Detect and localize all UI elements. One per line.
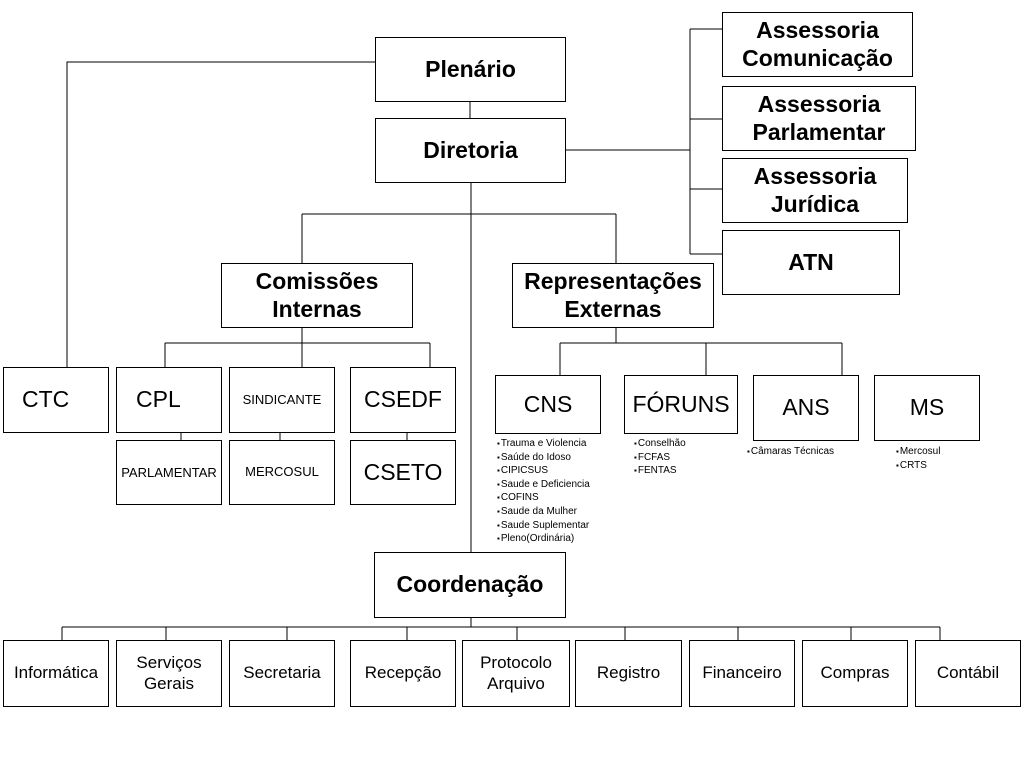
ms-item: Mercosul — [896, 445, 941, 459]
diretoria-box: Diretoria — [375, 118, 566, 183]
ans-item: Câmaras Técnicas — [747, 445, 834, 459]
foruns-item: Conselhão — [634, 437, 686, 451]
coordenacao-box: Coordenação — [374, 552, 566, 618]
sindicante-box: SINDICANTE — [229, 367, 335, 433]
cns-item: Pleno(Ordinária) — [497, 532, 590, 546]
ms-list: Mercosul CRTS — [896, 445, 941, 473]
mercosul-box: MERCOSUL — [229, 440, 335, 505]
foruns-box: FÓRUNS — [624, 375, 738, 434]
unit-financeiro-box: Financeiro — [689, 640, 795, 707]
atn-box: ATN — [722, 230, 900, 295]
unit-contabil-box: Contábil — [915, 640, 1021, 707]
unit-secretaria-box: Secretaria — [229, 640, 335, 707]
comissoes-internas-box: Comissões Internas — [221, 263, 413, 328]
foruns-item: FCFAS — [634, 451, 686, 465]
cns-item: Saude Suplementar — [497, 519, 590, 533]
unit-protocolo-arquivo-box: Protocolo Arquivo — [462, 640, 570, 707]
foruns-item: FENTAS — [634, 464, 686, 478]
ans-list: Câmaras Técnicas — [747, 445, 834, 459]
ms-box: MS — [874, 375, 980, 441]
representacoes-externas-box: Representações Externas — [512, 263, 714, 328]
assessoria-comunicacao-box: Assessoria Comunicação — [722, 12, 913, 77]
assessoria-juridica-box: Assessoria Jurídica — [722, 158, 908, 223]
unit-registro-box: Registro — [575, 640, 682, 707]
cns-list: Trauma e Violencia Saúde do Idoso CIPICS… — [497, 437, 590, 546]
ans-box: ANS — [753, 375, 859, 441]
parlamentar-box: PARLAMENTAR — [116, 440, 222, 505]
unit-informatica-box: Informática — [3, 640, 109, 707]
unit-recepcao-box: Recepção — [350, 640, 456, 707]
csedf-box: CSEDF — [350, 367, 456, 433]
unit-servicos-gerais-box: Serviços Gerais — [116, 640, 222, 707]
cns-item: Saude e Deficiencia — [497, 478, 590, 492]
ctc-box: CTC — [3, 367, 109, 433]
cpl-box: CPL — [116, 367, 222, 433]
assessoria-parlamentar-box: Assessoria Parlamentar — [722, 86, 916, 151]
cns-item: CIPICSUS — [497, 464, 590, 478]
cns-item: Saude da Mulher — [497, 505, 590, 519]
cseto-box: CSETO — [350, 440, 456, 505]
foruns-list: Conselhão FCFAS FENTAS — [634, 437, 686, 478]
cns-item: COFINS — [497, 491, 590, 505]
cns-item: Trauma e Violencia — [497, 437, 590, 451]
cns-item: Saúde do Idoso — [497, 451, 590, 465]
ms-item: CRTS — [896, 459, 940, 473]
unit-compras-box: Compras — [802, 640, 908, 707]
plenario-box: Plenário — [375, 37, 566, 102]
cns-box: CNS — [495, 375, 601, 434]
